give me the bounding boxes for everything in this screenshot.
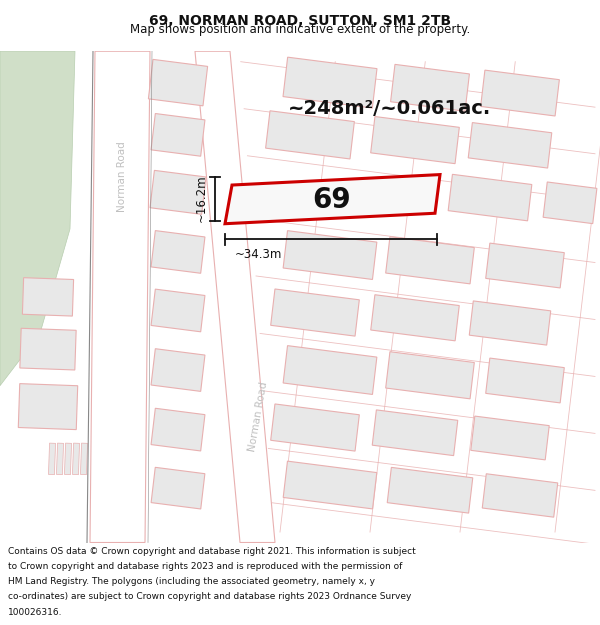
- Text: Norman Road: Norman Road: [117, 141, 127, 212]
- Text: 69: 69: [313, 186, 352, 214]
- Polygon shape: [151, 289, 205, 332]
- Text: to Crown copyright and database rights 2023 and is reproduced with the permissio: to Crown copyright and database rights 2…: [8, 562, 402, 571]
- Polygon shape: [481, 70, 559, 116]
- Polygon shape: [18, 384, 78, 429]
- Polygon shape: [371, 295, 459, 341]
- Polygon shape: [387, 468, 473, 513]
- Polygon shape: [283, 461, 377, 509]
- Polygon shape: [56, 443, 64, 474]
- Polygon shape: [468, 122, 552, 168]
- Text: Norman Road: Norman Road: [247, 381, 269, 452]
- Text: ~16.2m: ~16.2m: [195, 175, 208, 222]
- Polygon shape: [271, 404, 359, 451]
- Polygon shape: [486, 243, 564, 288]
- Polygon shape: [151, 408, 205, 451]
- Polygon shape: [482, 474, 558, 517]
- Polygon shape: [151, 349, 205, 391]
- Polygon shape: [266, 111, 355, 159]
- Polygon shape: [0, 51, 75, 386]
- Polygon shape: [283, 231, 377, 279]
- Polygon shape: [471, 416, 549, 460]
- Polygon shape: [371, 116, 460, 164]
- Polygon shape: [543, 182, 597, 224]
- Polygon shape: [80, 443, 88, 474]
- Text: HM Land Registry. The polygons (including the associated geometry, namely x, y: HM Land Registry. The polygons (includin…: [8, 577, 375, 586]
- Text: ~34.3m: ~34.3m: [235, 248, 283, 261]
- Polygon shape: [151, 468, 205, 509]
- Polygon shape: [372, 410, 458, 456]
- Text: Map shows position and indicative extent of the property.: Map shows position and indicative extent…: [130, 23, 470, 36]
- Polygon shape: [73, 443, 80, 474]
- Text: Contains OS data © Crown copyright and database right 2021. This information is : Contains OS data © Crown copyright and d…: [8, 547, 416, 556]
- Polygon shape: [151, 114, 205, 156]
- Polygon shape: [386, 237, 475, 284]
- Polygon shape: [391, 64, 469, 111]
- Polygon shape: [64, 443, 71, 474]
- Polygon shape: [195, 51, 275, 542]
- Polygon shape: [151, 231, 205, 273]
- Polygon shape: [448, 174, 532, 221]
- Polygon shape: [386, 352, 475, 399]
- Polygon shape: [90, 51, 150, 542]
- Polygon shape: [20, 328, 76, 370]
- Polygon shape: [225, 174, 440, 224]
- Polygon shape: [469, 301, 551, 345]
- Polygon shape: [486, 358, 564, 403]
- Polygon shape: [49, 443, 56, 474]
- Text: 100026316.: 100026316.: [8, 608, 62, 617]
- Polygon shape: [283, 57, 377, 108]
- Text: ~248m²/~0.061ac.: ~248m²/~0.061ac.: [289, 99, 491, 118]
- Text: 69, NORMAN ROAD, SUTTON, SM1 2TB: 69, NORMAN ROAD, SUTTON, SM1 2TB: [149, 14, 451, 28]
- Text: co-ordinates) are subject to Crown copyright and database rights 2023 Ordnance S: co-ordinates) are subject to Crown copyr…: [8, 592, 411, 601]
- Polygon shape: [271, 289, 359, 336]
- Polygon shape: [150, 171, 206, 214]
- Polygon shape: [22, 278, 74, 316]
- Polygon shape: [148, 59, 208, 106]
- Polygon shape: [283, 346, 377, 394]
